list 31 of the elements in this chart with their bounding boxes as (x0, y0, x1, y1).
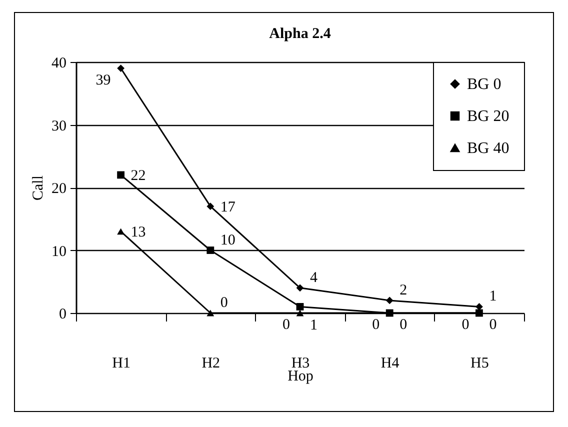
data-label: 10 (220, 232, 236, 248)
y-tick-label: 30 (52, 118, 66, 134)
x-tick-label: H3 (291, 356, 310, 372)
data-label: 39 (96, 72, 111, 88)
x-tick-label: H4 (380, 356, 400, 372)
y-axis-title: Call (30, 176, 46, 200)
chart-title: Alpha 2.4 (269, 26, 332, 42)
data-label: 0 (489, 317, 497, 333)
data-label: 22 (130, 168, 146, 184)
data-label: 4 (310, 270, 318, 286)
data-label: 0 (462, 317, 470, 333)
legend-label: BG 40 (467, 140, 510, 157)
legend-label: BG 20 (467, 108, 510, 125)
data-label: 1 (310, 318, 318, 334)
data-label: 1 (489, 288, 497, 305)
data-label: 2 (400, 282, 408, 298)
y-tick-label: 40 (52, 56, 66, 72)
y-tick-label: 20 (52, 181, 66, 197)
legend-label: BG 0 (467, 76, 502, 93)
x-tick-label: H2 (202, 356, 220, 372)
data-label: 13 (130, 224, 146, 240)
x-tick-label: H5 (470, 356, 489, 372)
x-axis-title: Hop (288, 368, 314, 384)
data-label: 17 (220, 199, 236, 216)
data-label: 0 (372, 317, 380, 333)
x-tick-label: H1 (112, 356, 130, 372)
data-label: 0 (220, 295, 228, 311)
y-tick-label: 0 (59, 306, 66, 322)
y-tick-label: 10 (52, 244, 66, 260)
data-label: 0 (400, 317, 408, 333)
data-label: 0 (282, 317, 290, 333)
